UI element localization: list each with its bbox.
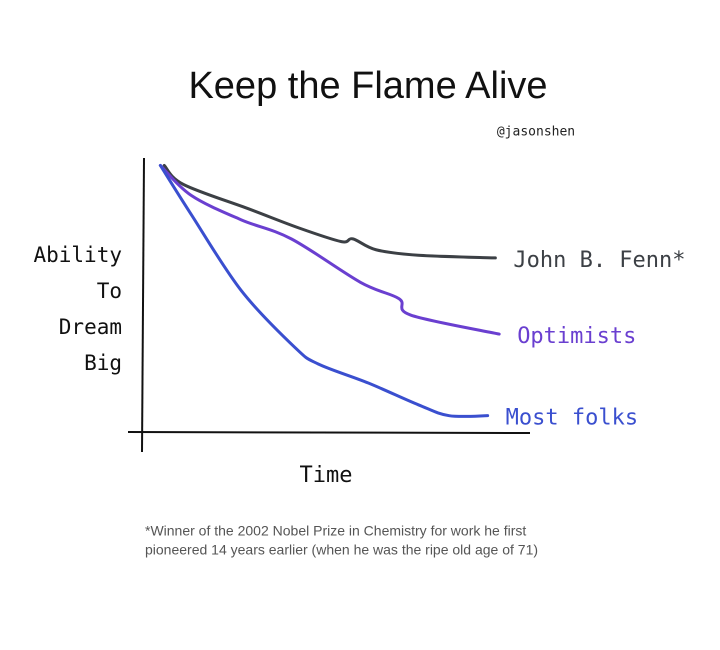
- y-axis-label: Big: [84, 351, 122, 375]
- legend-label: John B. Fenn*: [513, 248, 685, 273]
- y-axis-label: Ability: [33, 243, 122, 267]
- footnote: *Winner of the 2002 Nobel Prize in Chemi…: [145, 523, 526, 539]
- legend-label: Most folks: [506, 406, 638, 431]
- footnote: pioneered 14 years earlier (when he was …: [145, 542, 538, 558]
- x-axis-label: Time: [300, 463, 353, 488]
- y-axis-label: To: [97, 279, 122, 303]
- legend-label: Optimists: [517, 324, 636, 349]
- credit: @jasonshen: [497, 125, 575, 140]
- y-axis: [141, 157, 145, 453]
- y-axis-label: Dream: [59, 315, 122, 339]
- chart-title: Keep the Flame Alive: [188, 65, 547, 107]
- line: [158, 163, 490, 418]
- x-axis: [127, 431, 531, 434]
- line: [158, 163, 501, 336]
- line: [162, 163, 497, 260]
